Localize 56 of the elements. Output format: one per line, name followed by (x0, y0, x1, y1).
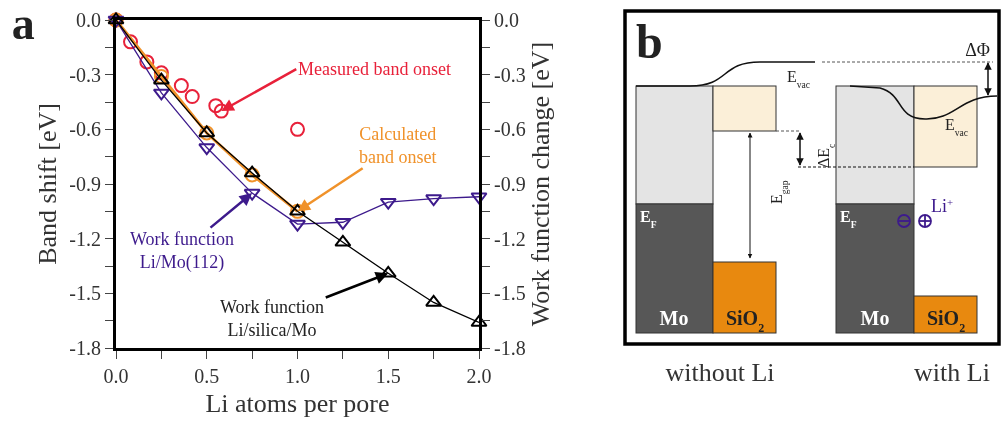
text: b (636, 15, 663, 68)
chart-title: a (11, 0, 35, 49)
x-tick-label: 0.0 (103, 365, 129, 387)
x-tick-label: 2.0 (466, 365, 492, 387)
point (152, 88, 170, 101)
point (379, 197, 397, 210)
annotation: Calculated band onset (359, 124, 437, 168)
y2-tick-label: -0.3 (494, 63, 526, 86)
point (243, 165, 261, 178)
annotation: Measured band onset (298, 59, 451, 79)
text: ΔΦ (965, 40, 990, 60)
text: E$_{F}$ (640, 208, 657, 230)
text: Mo (659, 307, 689, 329)
point (213, 103, 229, 119)
y2-axis-title: Work function change [eV] (525, 41, 555, 327)
point (123, 34, 139, 50)
text: Mo (860, 307, 890, 329)
y2-tick-label: -1.5 (494, 282, 526, 305)
y-tick-label: -1.8 (69, 337, 101, 359)
y2-tick-label: -1.8 (494, 337, 526, 359)
point (243, 188, 261, 201)
x-tick-label: 1.0 (285, 365, 310, 387)
annotation: Work function Li/silica/Mo (220, 297, 325, 341)
point (425, 294, 443, 307)
y-tick-label: -0.6 (69, 118, 101, 141)
point (198, 143, 216, 156)
text: E$_{F}$ (840, 208, 857, 230)
point (470, 314, 488, 327)
y-tick-label: -0.3 (69, 63, 101, 86)
x-tick-label: 1.5 (375, 365, 401, 387)
y-tick-label: -0.9 (69, 173, 101, 195)
y-axis-title: Band shift [eV] (32, 103, 62, 265)
y2-tick-label: -1.2 (494, 227, 526, 250)
text: E$_{vac}$ (787, 68, 811, 90)
point (139, 54, 155, 70)
point (173, 78, 189, 94)
y-tick-label: -1.5 (69, 282, 101, 305)
x-tick-label: 0.5 (194, 365, 220, 387)
y2-tick-label: -0.9 (494, 173, 526, 195)
y-tick-label: 0.0 (76, 9, 101, 31)
text: SiO$_{2}$ (926, 307, 966, 335)
point (184, 89, 200, 105)
text: Li$^{+}$ (931, 196, 954, 216)
text: SiO$_{2}$ (725, 307, 765, 335)
text: with Li (914, 358, 990, 387)
y-tick-label: -1.2 (69, 227, 101, 250)
point (290, 121, 305, 137)
text: without Li (665, 358, 775, 387)
y2-tick-label: -0.6 (494, 118, 526, 141)
text: E$_{vac}$ (945, 116, 969, 138)
annotation: Work function Li/Mo(112) (130, 229, 235, 274)
x-axis-title: Li atoms per pore (205, 388, 390, 418)
y2-tick-label: 0.0 (494, 9, 519, 31)
point (208, 98, 224, 114)
point (244, 167, 260, 183)
point (334, 234, 352, 247)
